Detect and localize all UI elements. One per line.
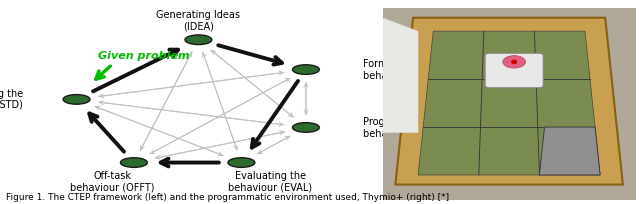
Polygon shape (540, 127, 600, 175)
Ellipse shape (503, 56, 525, 68)
Ellipse shape (228, 158, 255, 167)
Text: Figure 1. The CTEP framework (left) and the programmatic environment used, Thymi: Figure 1. The CTEP framework (left) and … (6, 193, 449, 202)
Text: Generating Ideas
(IDEA): Generating Ideas (IDEA) (156, 10, 241, 31)
Text: Formulating the robot's
behaviour (FORM): Formulating the robot's behaviour (FORM) (364, 59, 477, 80)
Polygon shape (396, 18, 623, 185)
Ellipse shape (120, 158, 147, 167)
FancyBboxPatch shape (485, 53, 543, 88)
Text: Off-task
behaviour (OFFT): Off-task behaviour (OFFT) (70, 171, 155, 193)
Ellipse shape (63, 95, 90, 104)
Text: Understanding the
problem (USTD): Understanding the problem (USTD) (0, 89, 23, 110)
Ellipse shape (185, 35, 212, 44)
Ellipse shape (292, 65, 319, 74)
Ellipse shape (292, 123, 319, 132)
Circle shape (511, 60, 517, 64)
Text: Programming the
behaviour (PROG): Programming the behaviour (PROG) (364, 117, 451, 138)
Polygon shape (418, 31, 600, 175)
Polygon shape (383, 18, 418, 133)
Text: Given problem: Given problem (98, 51, 189, 61)
Text: Evaluating the
behaviour (EVAL): Evaluating the behaviour (EVAL) (228, 171, 312, 193)
